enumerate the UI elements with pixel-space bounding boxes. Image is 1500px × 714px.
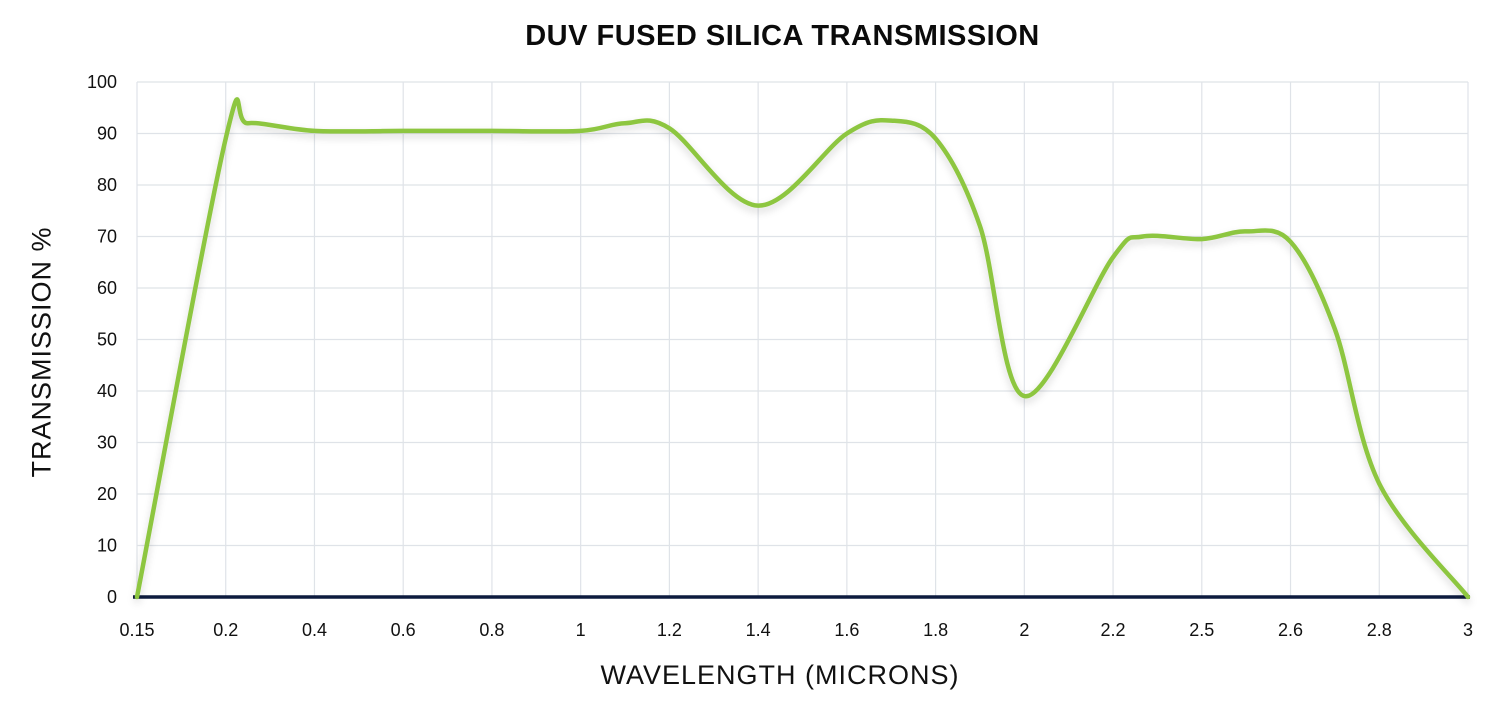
x-tick-label: 2 <box>1019 620 1029 640</box>
x-tick-label: 3 <box>1463 620 1473 640</box>
x-tick-label: 0.4 <box>302 620 327 640</box>
x-tick-label: 2.8 <box>1367 620 1392 640</box>
x-tick-label: 0.2 <box>213 620 238 640</box>
y-tick-label: 50 <box>97 330 117 350</box>
chart-title: DUV FUSED SILICA TRANSMISSION <box>525 20 1040 52</box>
y-tick-label: 100 <box>87 72 117 92</box>
y-tick-label: 90 <box>97 124 117 144</box>
y-tick-label: 40 <box>97 381 117 401</box>
y-tick-label: 70 <box>97 227 117 247</box>
x-tick-label: 0.6 <box>391 620 416 640</box>
x-tick-label: 0.15 <box>119 620 154 640</box>
y-tick-label: 80 <box>97 175 117 195</box>
x-tick-label: 0.8 <box>479 620 504 640</box>
y-tick-label: 30 <box>97 433 117 453</box>
x-tick-label: 2.5 <box>1189 620 1214 640</box>
x-tick-label: 1 <box>576 620 586 640</box>
x-axis-label: WAVELENGTH (MICRONS) <box>600 660 960 690</box>
series-line <box>134 97 1471 600</box>
x-tick-label: 1.6 <box>834 620 859 640</box>
x-tick-label: 1.2 <box>657 620 682 640</box>
x-tick-label: 2.6 <box>1278 620 1303 640</box>
x-tick-label: 2.2 <box>1101 620 1126 640</box>
y-tick-label: 20 <box>97 484 117 504</box>
x-tick-label: 1.4 <box>746 620 771 640</box>
y-tick-label: 0 <box>107 587 117 607</box>
y-tick-label: 60 <box>97 278 117 298</box>
y-tick-label: 10 <box>97 536 117 556</box>
x-tick-label: 1.8 <box>923 620 948 640</box>
